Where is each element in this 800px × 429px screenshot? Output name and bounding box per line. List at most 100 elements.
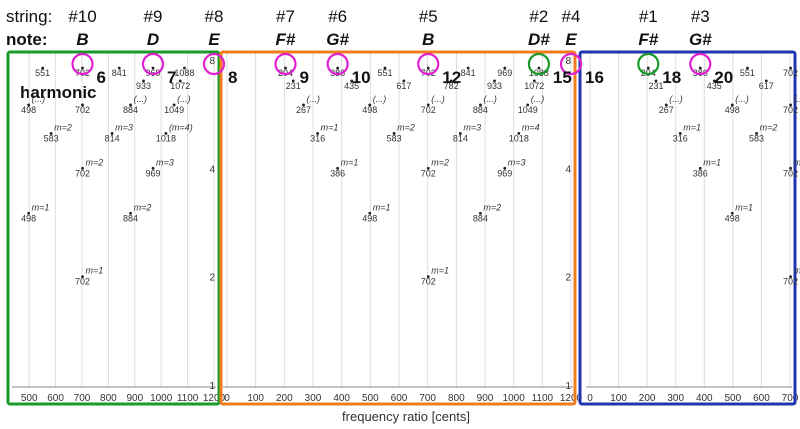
x-tick-label: 100: [610, 393, 627, 404]
harmonic-number: 12: [442, 68, 461, 87]
data-point: [368, 103, 372, 107]
segment-frame: [578, 50, 797, 406]
note-label: B: [422, 30, 434, 49]
point-value-label: 435: [344, 81, 359, 91]
point-m-label: m=3: [508, 157, 526, 167]
point-value-label: 969: [497, 68, 512, 78]
point-value-label: 617: [759, 81, 774, 91]
point-value-label: 1072: [170, 81, 190, 91]
point-value-label: 969: [497, 168, 512, 178]
data-point: [426, 66, 430, 70]
harmonic-number: 9: [299, 68, 308, 87]
data-point: [368, 211, 372, 215]
segment-frame: [6, 50, 221, 406]
x-tick-label: 1200: [560, 393, 583, 404]
point-value-label: 884: [473, 105, 488, 115]
point-value-label: 884: [123, 213, 138, 223]
point-value-label: 1018: [156, 133, 176, 143]
data-point: [789, 166, 792, 170]
point-value-label: 498: [725, 105, 740, 115]
point-m-label: (...): [134, 94, 148, 104]
point-value-label: 702: [75, 277, 90, 287]
data-point: [392, 132, 396, 135]
data-point: [730, 103, 734, 107]
note-label: G#: [326, 30, 349, 49]
x-tick-label: 700: [74, 393, 91, 404]
harmonic-number: 6: [97, 68, 106, 87]
data-point: [654, 79, 658, 83]
point-m-label: m=1: [341, 157, 359, 167]
point-value-label: 884: [473, 213, 488, 223]
data-point: [81, 275, 84, 279]
harmonic-number: 16: [585, 68, 604, 87]
point-m-label: m=2: [431, 157, 449, 167]
x-tick-label: 1000: [150, 393, 173, 404]
point-value-label: 702: [783, 168, 798, 178]
x-tick-label: 400: [696, 393, 713, 404]
data-point: [426, 103, 430, 107]
data-point: [284, 66, 287, 70]
point-value-label: 841: [112, 68, 127, 78]
x-tick-label: 300: [305, 393, 322, 404]
data-point: [503, 166, 507, 170]
x-tick-label: 700: [419, 393, 436, 404]
string-circle: [637, 52, 660, 76]
data-point: [764, 79, 768, 83]
data-point: [755, 132, 758, 135]
point-m-label: m=1: [321, 122, 339, 132]
point-value-label: 617: [396, 81, 411, 91]
data-point: [426, 166, 430, 170]
data-point: [664, 103, 668, 107]
note-row-label: note:: [6, 30, 48, 49]
x-tick-label: 0: [224, 393, 230, 404]
y-tick-label: 4: [209, 164, 215, 175]
point-value-label: 583: [387, 133, 402, 143]
point-value-label: 551: [377, 68, 392, 78]
point-m-label: m=3: [156, 157, 174, 167]
data-point: [698, 66, 702, 70]
harmonic-number: 10: [352, 68, 371, 87]
data-point: [526, 103, 530, 107]
point-value-label: 551: [740, 68, 755, 78]
point-value-label: 435: [707, 81, 722, 91]
string-number-label: #6: [328, 7, 347, 26]
x-tick-label: 200: [276, 393, 293, 404]
string-circle: [274, 52, 297, 76]
string-number-label: #7: [276, 7, 295, 26]
data-point: [517, 132, 521, 135]
data-point: [479, 103, 482, 107]
harmonic-label: harmonic: [20, 83, 97, 102]
data-point: [129, 211, 132, 215]
point-m-label: m=1: [86, 266, 104, 276]
data-point: [532, 79, 536, 83]
note-label: F#: [276, 30, 296, 49]
point-m-label: (...): [531, 94, 545, 104]
y-tick-label: 1: [565, 381, 571, 392]
data-point: [479, 211, 482, 215]
point-m-label: m=2: [397, 122, 415, 132]
point-m-label: m=2: [760, 122, 778, 132]
string-circle: [71, 52, 94, 76]
x-tick-label: 1100: [532, 393, 554, 404]
data-point: [493, 79, 496, 83]
string-circle: [689, 52, 712, 76]
data-point: [730, 211, 734, 215]
point-m-label: m=1: [373, 202, 391, 212]
string-circle: [202, 52, 226, 76]
data-point: [49, 132, 53, 135]
point-m-label: m=1: [703, 157, 721, 167]
data-point: [151, 166, 155, 170]
data-point: [698, 166, 702, 170]
y-tick-label: 2: [565, 273, 571, 284]
x-tick-label: 300: [667, 393, 684, 404]
point-value-label: 884: [123, 105, 138, 115]
point-value-label: 386: [693, 168, 708, 178]
x-tick-label: 700: [782, 393, 799, 404]
data-point: [350, 79, 354, 83]
x-tick-label: 400: [333, 393, 350, 404]
data-point: [316, 132, 319, 135]
note-label: D#: [528, 30, 550, 49]
point-value-label: 702: [421, 168, 436, 178]
data-point: [151, 66, 155, 70]
x-axis-label: frequency ratio [cents]: [342, 409, 470, 424]
